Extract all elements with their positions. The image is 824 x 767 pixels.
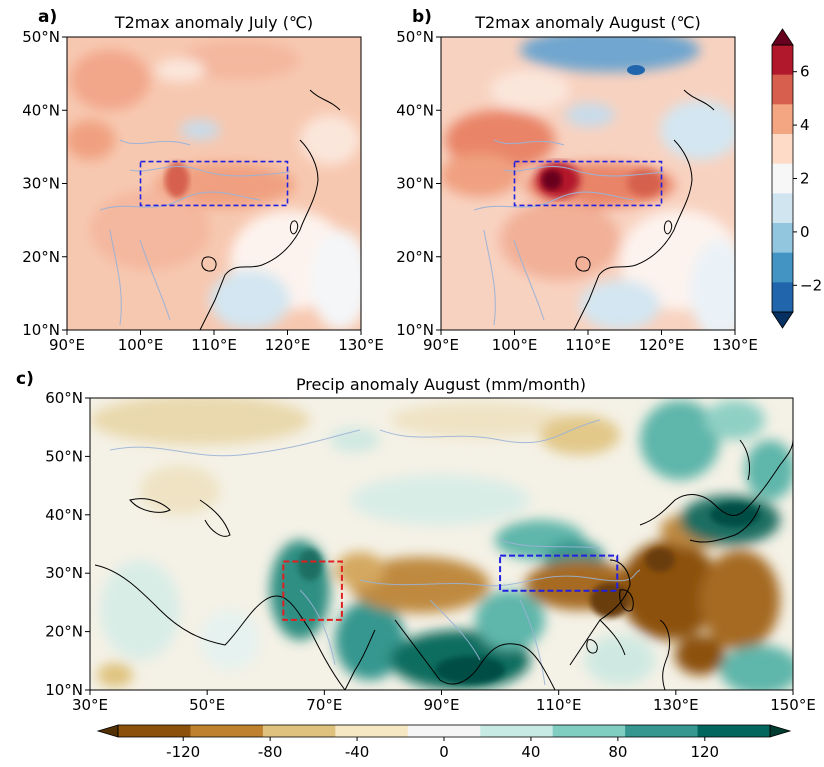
panel-b-lon-tick-label: 120°E <box>639 336 685 354</box>
temperature-colorbar: 6 4 2 0 −2 <box>771 28 822 329</box>
precip-colorbar-tick-label: -40 <box>345 743 370 761</box>
temperature-colorbar-segment <box>772 193 793 224</box>
precip-colorbar-tick-label: -80 <box>258 743 283 761</box>
precip-colorbar-segment <box>118 725 191 737</box>
panel-a-lon-tick-label: 100°E <box>118 336 164 354</box>
precip-colorbar-segment <box>480 725 554 737</box>
panel-b-title: T2max anomaly August (℃) <box>474 13 701 32</box>
panel-c-red-box <box>282 560 343 621</box>
panel-c-lon-tick-label: 50°E <box>189 696 225 714</box>
precip-colorbar-max-arrow <box>769 724 792 738</box>
panel-c-blue-box <box>499 554 619 592</box>
panel-b-lat-tick-label: 40°N <box>396 101 434 119</box>
panel-b-study-box <box>513 160 663 207</box>
temperature-colorbar-tick-label: 0 <box>800 223 810 241</box>
temperature-colorbar-segment <box>772 252 793 283</box>
precip-colorbar-tick-label: -120 <box>166 743 200 761</box>
panel-c-title: Precip anomaly August (mm/month) <box>296 375 586 394</box>
panel-b: b) T2max anomaly August (℃) <box>396 7 758 354</box>
panel-b-label: b) <box>412 7 432 27</box>
panel-a: a) T2max anomaly July (℃) <box>22 7 384 354</box>
temperature-colorbar-segment <box>772 45 793 76</box>
panel-b-lat-tick-label: 10°N <box>396 321 434 339</box>
panel-b-axes: 90°E 100°E 110°E 120°E 130°E 10°N 20°N 30°N 40°N… <box>396 28 758 354</box>
panel-a-lat-tick-label: 20°N <box>22 248 60 266</box>
temperature-colorbar-segment <box>772 104 793 135</box>
panel-c-lat-tick-label: 20°N <box>45 623 83 641</box>
precip-colorbar-segment <box>190 725 264 737</box>
panel-a-study-box <box>139 160 289 207</box>
precip-colorbar-tick-label: 120 <box>690 743 719 761</box>
precip-colorbar: -120 -80 -40 0 40 80 120 <box>96 724 792 761</box>
panel-c-lat-tick-label: 50°N <box>45 447 83 465</box>
panel-a-lat-tick-label: 10°N <box>22 321 60 339</box>
panel-b-lon-tick-label: 110°E <box>565 336 611 354</box>
panel-b-lon-tick-label: 90°E <box>423 336 459 354</box>
temperature-colorbar-min-arrow <box>771 311 794 329</box>
precip-colorbar-segment <box>407 725 481 737</box>
precip-colorbar-min-arrow <box>96 724 119 738</box>
panel-a-lat-tick-label: 40°N <box>22 101 60 119</box>
panel-a-title: T2max anomaly July (℃) <box>114 13 313 32</box>
precip-colorbar-segment <box>335 725 409 737</box>
temperature-colorbar-segment <box>772 134 793 165</box>
panel-a-lat-tick-label: 30°N <box>22 175 60 193</box>
panel-a-lon-tick-label: 120°E <box>265 336 311 354</box>
panel-b-map <box>441 37 735 330</box>
precip-colorbar-segment <box>262 725 336 737</box>
panel-c: c) Precip anomaly August (mm/month) <box>16 369 816 714</box>
temperature-colorbar-segment <box>772 282 793 313</box>
panel-b-lat-tick-label: 30°N <box>396 175 434 193</box>
panel-a-lon-tick-label: 110°E <box>191 336 237 354</box>
panel-b-lon-tick-label: 130°E <box>712 336 758 354</box>
temperature-colorbar-tick-label: 4 <box>800 116 810 134</box>
panel-b-lat-tick-label: 50°N <box>396 28 434 46</box>
precip-colorbar-tick-label: 0 <box>439 743 449 761</box>
panel-c-label: c) <box>16 369 34 389</box>
panel-c-lon-tick-label: 110°E <box>536 696 582 714</box>
panel-c-lat-tick-label: 10°N <box>45 681 83 699</box>
panel-a-lat-tick-label: 50°N <box>22 28 60 46</box>
panel-a-axes: 90°E 100°E 110°E 120°E 130°E 10°N 20°N 30°N 40°N… <box>22 28 384 354</box>
temperature-colorbar-segment <box>772 74 793 105</box>
precip-colorbar-segment <box>625 725 699 737</box>
precip-colorbar-segment <box>552 725 626 737</box>
panel-c-lon-tick-label: 90°E <box>423 696 459 714</box>
panel-c-lat-tick-label: 60°N <box>45 389 83 407</box>
panel-c-lon-tick-label: 70°E <box>306 696 342 714</box>
panel-a-lon-tick-label: 130°E <box>338 336 384 354</box>
panel-a-label: a) <box>38 7 57 27</box>
panel-a-lon-tick-label: 90°E <box>49 336 85 354</box>
temperature-colorbar-tick-label: 6 <box>800 63 810 81</box>
temperature-colorbar-tick-label: −2 <box>800 276 822 294</box>
panel-c-lon-tick-label: 130°E <box>653 696 699 714</box>
panel-c-lat-tick-label: 40°N <box>45 506 83 524</box>
panel-c-lat-tick-label: 30°N <box>45 564 83 582</box>
temperature-colorbar-tick-label: 2 <box>800 170 810 188</box>
temperature-colorbar-segment <box>772 163 793 194</box>
panel-a-map <box>67 37 361 330</box>
panel-c-map <box>90 398 793 690</box>
panel-c-lon-tick-label: 150°E <box>770 696 816 714</box>
panel-b-lon-tick-label: 100°E <box>492 336 538 354</box>
precip-colorbar-tick-label: 40 <box>521 743 540 761</box>
panel-b-lat-tick-label: 20°N <box>396 248 434 266</box>
panel-c-axes: 30°E 50°E 70°E 90°E 110°E 130°E 150°E 10°N 20°N 3… <box>45 389 816 714</box>
temperature-colorbar-max-arrow <box>771 28 794 46</box>
precip-colorbar-segment <box>697 725 771 737</box>
temperature-colorbar-segment <box>772 223 793 254</box>
precip-colorbar-tick-label: 80 <box>608 743 627 761</box>
panel-c-lon-tick-label: 30°E <box>72 696 108 714</box>
